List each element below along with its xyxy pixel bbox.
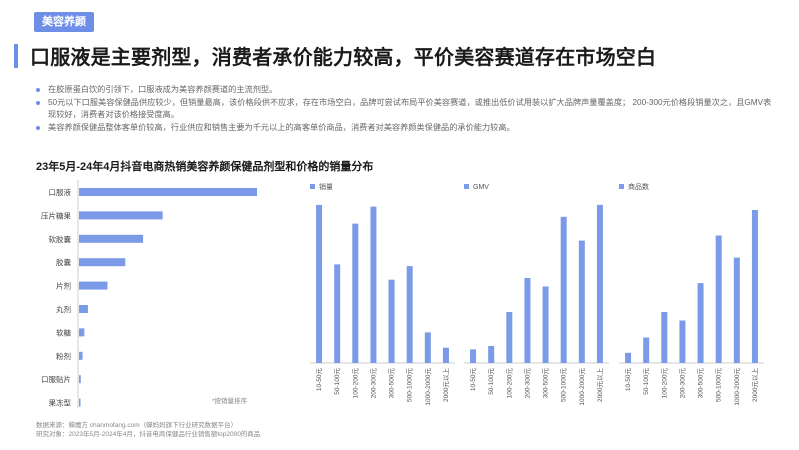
h-category-label: 口服液 bbox=[49, 187, 72, 197]
chart-title: 23年5月-24年4月抖音电商热销美容养颜保健品剂型和价格的销量分布 bbox=[36, 161, 374, 173]
v-category-label: 200-300元 bbox=[369, 368, 377, 399]
v-bar bbox=[424, 332, 431, 363]
v-bar bbox=[488, 346, 495, 363]
bullet-item: 在胶原蛋白饮的引领下，口服液成为美容养颜赛道的主流剂型。 bbox=[36, 84, 776, 96]
v-bar bbox=[560, 216, 567, 363]
bullet-dot bbox=[36, 101, 40, 105]
legend-swatch bbox=[464, 184, 469, 189]
title-accent-bar bbox=[14, 43, 18, 68]
v-category-label: 1000-2000元 bbox=[424, 368, 432, 406]
v-bar bbox=[470, 349, 477, 363]
h-category-label: 果冻型 bbox=[49, 398, 72, 408]
v-category-label: 200-300元 bbox=[678, 368, 686, 399]
h-category-label: 胶囊 bbox=[56, 257, 71, 267]
h-bar bbox=[79, 305, 88, 313]
legend-label: 商品数 bbox=[628, 182, 649, 191]
h-bar bbox=[79, 375, 81, 384]
h-bar bbox=[79, 211, 163, 220]
v-bar bbox=[524, 278, 531, 363]
v-bar bbox=[406, 266, 413, 363]
v-bar bbox=[661, 312, 668, 363]
v-category-label: 2000元以上 bbox=[750, 368, 759, 402]
h-category-label: 软糖 bbox=[56, 327, 71, 337]
bullet-text: 在胶原蛋白饮的引领下，口服液成为美容养颜赛道的主流剂型。 bbox=[48, 85, 278, 94]
v-bar bbox=[733, 257, 740, 363]
v-bar bbox=[334, 264, 341, 363]
h-bar bbox=[79, 188, 257, 196]
legend-label: 销量 bbox=[319, 182, 333, 191]
page-title: 口服液是主要剂型，消费者承价能力较高，平价美容赛道存在市场空白 bbox=[14, 41, 656, 70]
bullet-list: 在胶原蛋白饮的引领下，口服液成为美容养颜赛道的主流剂型。 50元以下口服美容保健… bbox=[36, 84, 776, 135]
h-bar bbox=[79, 281, 108, 290]
v-category-label: 200-300元 bbox=[523, 368, 531, 399]
bullet-item: 50元以下口服美容保健品供应较少，但销量最高，该价格段供不应求，存在市场空白，品… bbox=[36, 97, 776, 121]
v-bar bbox=[715, 235, 722, 363]
v-bar bbox=[578, 240, 585, 363]
v-category-label: 50-100元 bbox=[642, 368, 650, 395]
legend-swatch bbox=[310, 184, 315, 189]
v-bar bbox=[596, 204, 603, 363]
v-category-label: 300-500元 bbox=[388, 368, 396, 399]
h-chart-note: *按销量排序 bbox=[212, 396, 248, 405]
footer: 数据来源：蝉魔方 chanmofang.com（蝉妈妈旗下行业研究数据平台） 研… bbox=[36, 421, 260, 439]
v-bar bbox=[388, 279, 395, 363]
v-bar bbox=[370, 206, 377, 363]
v-category-label: 50-100元 bbox=[333, 368, 341, 395]
legend-label: GMV bbox=[473, 184, 489, 191]
h-category-label: 软胶囊 bbox=[49, 234, 72, 244]
v-category-label: 500-1000元 bbox=[406, 368, 414, 402]
h-category-label: 口服贴片 bbox=[41, 374, 71, 384]
h-bar bbox=[79, 234, 144, 243]
legend-swatch bbox=[619, 184, 624, 189]
footer-source: 数据来源：蝉魔方 chanmofang.com（蝉妈妈旗下行业研究数据平台） bbox=[36, 422, 238, 429]
h-bar bbox=[79, 398, 81, 407]
v-category-label: 50-100元 bbox=[487, 368, 495, 395]
h-bar bbox=[79, 351, 83, 360]
bullet-text: 美容养颜保健品整体客单价较高，行业供应和销售主要为千元以上的高客单价商品，消费者… bbox=[48, 123, 515, 132]
bullet-text: 50元以下口服美容保健品供应较少，但销量最高，该价格段供不应求，存在市场空白，品… bbox=[48, 98, 772, 119]
h-bar bbox=[79, 328, 85, 337]
v-bar bbox=[679, 320, 686, 363]
footer-subject: 研究对象：2023年5月-2024年4月，抖音电商保健品行业销售额top2000… bbox=[36, 431, 261, 438]
v-category-label: 500-1000元 bbox=[715, 368, 723, 402]
v-category-label: 10-50元 bbox=[469, 368, 477, 392]
v-category-label: 100-200元 bbox=[660, 368, 668, 399]
v-bar bbox=[506, 312, 513, 363]
v-category-label: 100-200元 bbox=[351, 368, 359, 399]
v-bar bbox=[442, 347, 449, 363]
h-bar bbox=[79, 258, 126, 267]
v-category-label: 1000-2000元 bbox=[578, 368, 586, 406]
v-category-label: 300-500元 bbox=[697, 368, 705, 399]
bullet-dot bbox=[36, 126, 40, 130]
v-bar bbox=[697, 283, 704, 363]
v-category-label: 300-500元 bbox=[542, 368, 550, 399]
v-category-label: 1000-2000元 bbox=[733, 368, 741, 406]
bullet-item: 美容养颜保健品整体客单价较高，行业供应和销售主要为千元以上的高客单价商品，消费者… bbox=[36, 122, 776, 134]
v-category-label: 10-50元 bbox=[315, 368, 323, 392]
h-category-label: 丸剂 bbox=[56, 304, 71, 314]
v-bar bbox=[316, 204, 323, 363]
v-bar bbox=[542, 286, 549, 363]
v-bar bbox=[643, 337, 650, 363]
v-category-label: 2000元以上 bbox=[441, 368, 450, 402]
section-tag: 美容养颜 bbox=[34, 12, 94, 32]
v-bar bbox=[751, 210, 758, 363]
v-category-label: 100-200元 bbox=[505, 368, 513, 399]
h-category-label: 片剂 bbox=[56, 281, 71, 291]
v-category-label: 2000元以上 bbox=[595, 368, 604, 402]
v-bar bbox=[352, 223, 359, 363]
h-category-label: 压片糖果 bbox=[41, 210, 71, 220]
v-category-label: 10-50元 bbox=[624, 368, 632, 392]
h-category-label: 粉剂 bbox=[56, 351, 71, 361]
v-category-label: 500-1000元 bbox=[560, 368, 568, 402]
page-title-text: 口服液是主要剂型，消费者承价能力较高，平价美容赛道存在市场空白 bbox=[30, 47, 657, 69]
v-bar bbox=[625, 352, 632, 363]
bullet-dot bbox=[36, 88, 40, 92]
